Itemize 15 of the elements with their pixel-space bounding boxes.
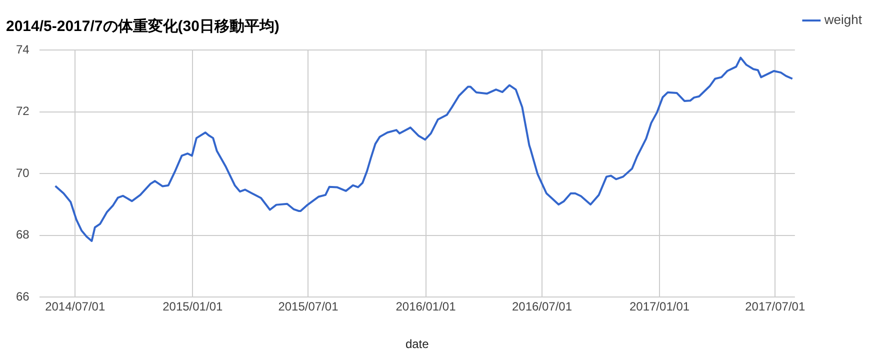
chart-title: 2014/5-2017/7の体重変化(30日移動平均) <box>6 17 280 36</box>
legend-label: weight <box>823 12 862 28</box>
x-tick-label: 2017/01/01 <box>629 300 690 314</box>
y-tick-label: 74 <box>16 42 30 56</box>
y-tick-label: 66 <box>16 290 30 304</box>
x-tick-label: 2016/01/01 <box>396 300 456 314</box>
x-tick-label: 2015/01/01 <box>162 300 223 314</box>
x-tick-label: 2015/07/01 <box>278 300 339 314</box>
x-tick-label: 2017/07/01 <box>745 300 806 314</box>
y-tick-label: 72 <box>16 104 30 118</box>
x-tick-label: 2014/07/01 <box>45 300 106 314</box>
y-tick-label: 70 <box>16 166 30 180</box>
x-tick-label: 2016/07/01 <box>512 300 572 314</box>
x-axis-title: date <box>405 337 430 352</box>
y-tick-label: 68 <box>16 228 30 242</box>
